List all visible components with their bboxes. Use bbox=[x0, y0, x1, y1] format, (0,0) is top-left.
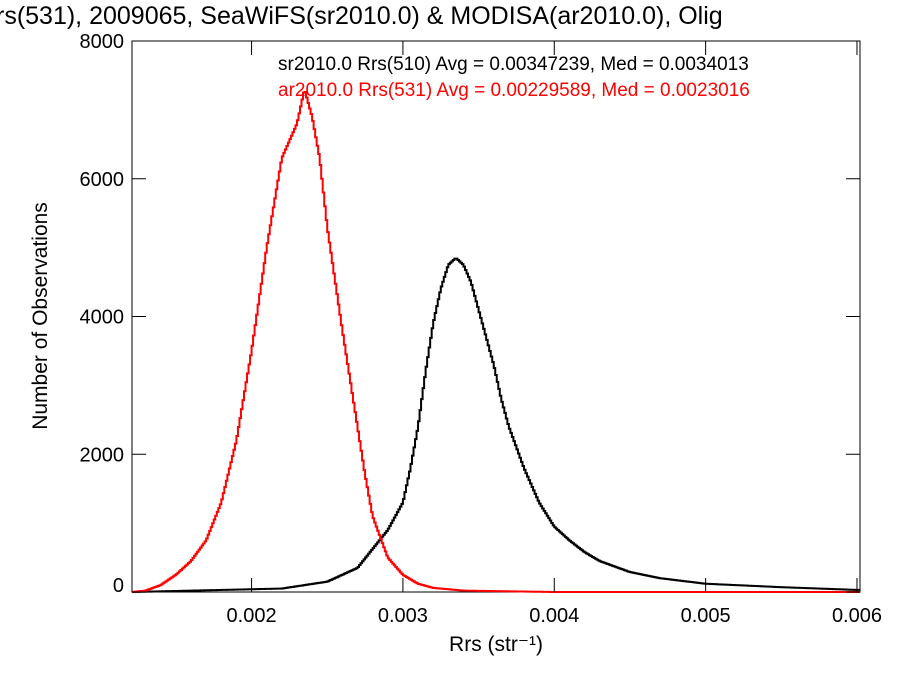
y-tick-label: 0 bbox=[113, 575, 124, 597]
plot-area bbox=[131, 40, 861, 593]
x-tick-label: 0.006 bbox=[832, 605, 882, 627]
x-axis-label: Rrs (str⁻¹) bbox=[449, 633, 543, 656]
legend-entry-sr2010: sr2010.0 Rrs(510) Avg = 0.00347239, Med … bbox=[278, 54, 749, 75]
legend-entry-ar2010: ar2010.0 Rrs(531) Avg = 0.00229589, Med … bbox=[278, 80, 750, 101]
plot-frame bbox=[131, 40, 861, 593]
y-tick-label: 2000 bbox=[80, 444, 125, 466]
x-tick-label: 0.004 bbox=[529, 605, 579, 627]
series-sr2010-rrs510-line bbox=[132, 257, 860, 593]
chart-title: rs(531), 2009065, SeaWiFS(sr2010.0) & MO… bbox=[0, 2, 723, 30]
y-axis-ticks: 0 2000 4000 6000 8000 bbox=[80, 31, 860, 597]
y-axis-label: Number of Observations bbox=[29, 202, 52, 430]
y-tick-label: 6000 bbox=[80, 169, 125, 191]
series-ar2010-rrs531-line bbox=[132, 90, 860, 593]
x-tick-label: 0.002 bbox=[227, 605, 277, 627]
x-tick-label: 0.003 bbox=[378, 605, 428, 627]
x-tick-label: 0.005 bbox=[681, 605, 731, 627]
y-tick-label: 8000 bbox=[80, 31, 125, 53]
x-axis-ticks: 0.002 0.003 0.004 0.005 0.006 bbox=[227, 41, 882, 627]
y-tick-label: 4000 bbox=[80, 307, 125, 329]
legend: sr2010.0 Rrs(510) Avg = 0.00347239, Med … bbox=[278, 54, 750, 101]
